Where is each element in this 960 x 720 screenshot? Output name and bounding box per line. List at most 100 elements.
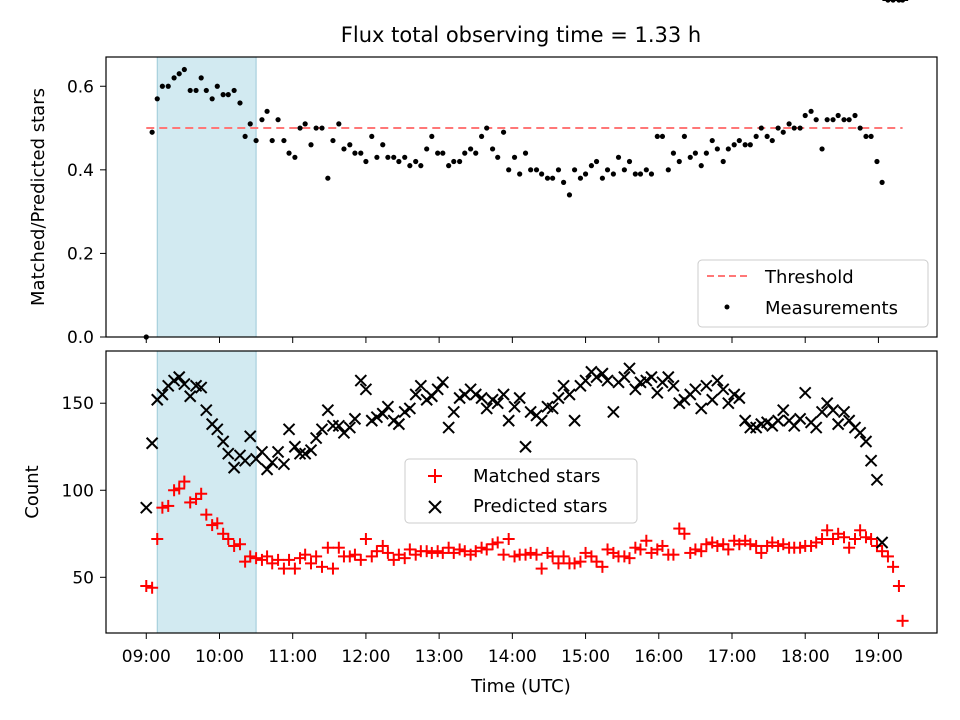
count-legend: Matched stars Predicted stars	[404, 458, 638, 524]
predicted-marker-b	[524, 405, 537, 419]
measurement-point	[632, 171, 638, 177]
predicted-star-point	[244, 430, 257, 443]
x-tick-label: 09:00	[122, 647, 171, 667]
predicted-marker-b	[596, 367, 609, 380]
predicted-star-point	[332, 419, 346, 433]
predicted-star-point	[156, 388, 169, 401]
matched-star-point	[453, 543, 466, 556]
matched-star-point	[354, 553, 367, 566]
measurement-point	[824, 117, 830, 123]
predicted-marker-b	[370, 410, 384, 424]
predicted-marker-b	[662, 370, 675, 384]
predicted-star-point	[799, 386, 812, 399]
predicted-star-point	[304, 444, 318, 457]
matched-star-point	[288, 562, 301, 575]
predicted-star-point	[793, 412, 807, 426]
predicted-marker-b	[145, 437, 159, 450]
predicted-marker-b	[793, 412, 807, 426]
predicted-marker-b	[211, 423, 224, 436]
matched-star-point	[151, 533, 164, 545]
matched-star-point	[200, 508, 213, 521]
matched-star-point	[497, 548, 510, 561]
measurement-point	[615, 154, 622, 160]
matched-star-point	[876, 545, 889, 558]
measurement-point	[517, 171, 523, 177]
count-x-axis: 09:00 10:00 11:00 12:00 13:00 14:00 15:00 16:00…	[122, 633, 903, 667]
measurement-point	[703, 150, 709, 156]
matched-star-point	[821, 524, 834, 537]
predicted-marker-b	[359, 383, 373, 396]
matched-star-point	[403, 543, 416, 556]
predicted-star-point	[293, 447, 307, 460]
y-tick-label: 0.0	[67, 328, 94, 348]
measurement-point	[446, 163, 452, 169]
predicted-marker-b	[590, 370, 603, 384]
matched-star-point	[524, 546, 537, 559]
matched-star-point	[546, 550, 559, 563]
matched-star-point	[370, 545, 383, 558]
measurement-point	[413, 158, 419, 165]
predicted-marker-b	[831, 417, 845, 431]
matched-star-point	[315, 560, 328, 573]
predicted-star-point	[178, 377, 191, 391]
matched-star-point	[744, 538, 757, 551]
measurement-point	[478, 133, 485, 140]
matched-star-point	[590, 555, 603, 568]
predicted-marker-b	[194, 381, 208, 394]
matched-star-point	[305, 557, 318, 570]
predicted-marker-b	[475, 391, 488, 405]
measurement-point	[308, 142, 314, 148]
predicted-star-point	[326, 419, 340, 433]
measurement-point	[380, 142, 386, 148]
matched-star-point	[146, 581, 159, 594]
predicted-star-point	[733, 391, 746, 405]
measurement-point	[720, 158, 726, 165]
matched-star-point	[348, 548, 361, 561]
measurement-point	[511, 154, 518, 160]
predicted-marker-b	[738, 414, 752, 427]
y-tick-label: 100	[62, 481, 94, 501]
matched-star-point	[321, 541, 334, 554]
measurement-point	[347, 142, 353, 148]
measurement-point	[588, 163, 595, 169]
matched-star-point	[332, 541, 345, 554]
matched-star-point	[629, 541, 642, 554]
predicted-star-point	[222, 447, 235, 460]
measurement-point	[681, 133, 688, 140]
predicted-star-point	[744, 421, 757, 434]
predicted-star-point	[403, 402, 417, 415]
measurement-point	[731, 142, 737, 148]
y-tick-label: 0.6	[67, 77, 94, 97]
ratio-legend-box	[697, 259, 929, 328]
matched-star-point	[239, 555, 252, 568]
measurement-point	[725, 146, 731, 152]
measurement-point	[665, 167, 671, 173]
predicted-star-point	[381, 400, 395, 413]
matched-star-point	[376, 539, 389, 552]
x-tick-label: 11:00	[268, 647, 317, 667]
measurement-point	[852, 112, 858, 119]
matched-star-point	[244, 550, 257, 563]
x-tick-label: 15:00	[561, 647, 610, 667]
predicted-star-point	[524, 405, 537, 419]
matched-star-point	[425, 546, 438, 559]
measurement-point	[440, 150, 446, 156]
measurement-point	[352, 150, 358, 156]
matched-star-point	[557, 550, 570, 563]
matched-star-point	[206, 519, 219, 532]
measurement-point	[247, 121, 253, 127]
predicted-marker-b	[293, 447, 307, 460]
predicted-star-point	[738, 414, 752, 427]
predicted-marker-b	[875, 536, 889, 549]
predicted-marker-b	[853, 426, 867, 440]
matched-star-point	[168, 484, 181, 497]
predicted-star-point	[667, 379, 680, 393]
measurement-point	[495, 154, 501, 160]
measurement-point	[560, 179, 567, 185]
predicted-marker-b	[304, 444, 318, 457]
matched-star-point	[634, 543, 647, 556]
matched-star-point	[552, 557, 565, 570]
predicted-star-point	[431, 383, 444, 396]
measurement-point	[775, 125, 781, 131]
y-tick-label: 0.4	[67, 161, 94, 181]
